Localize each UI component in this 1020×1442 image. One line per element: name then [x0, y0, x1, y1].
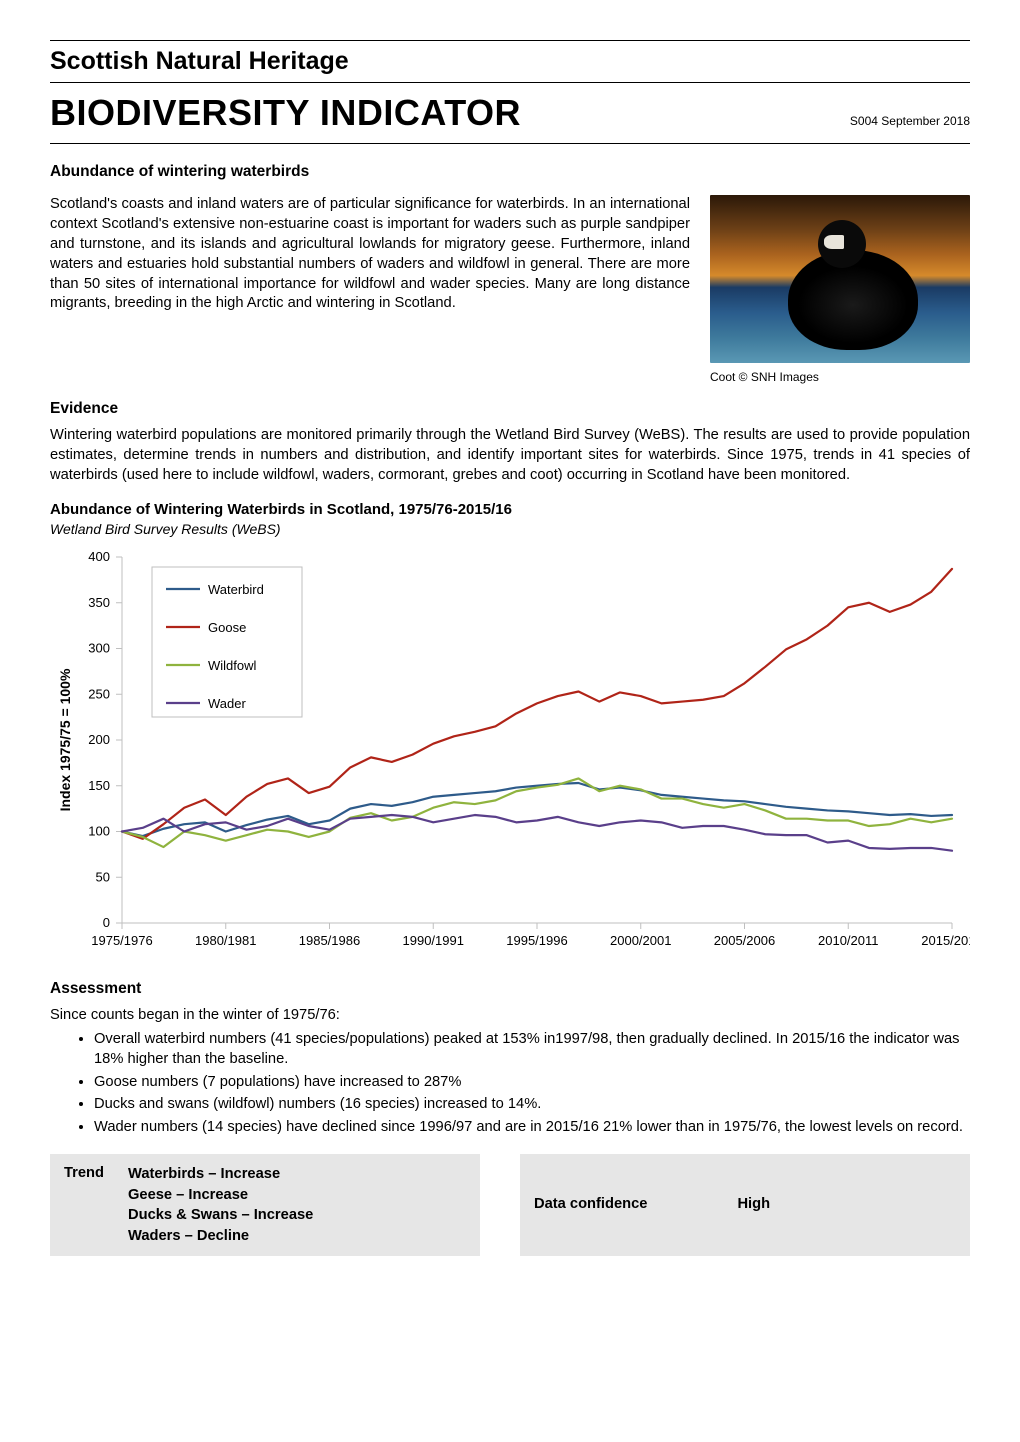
- summary-row: Trend Waterbirds – IncreaseGeese – Incre…: [50, 1154, 970, 1256]
- svg-text:1985/1986: 1985/1986: [299, 933, 360, 948]
- summary-gap: [480, 1154, 520, 1256]
- svg-text:300: 300: [88, 641, 110, 656]
- svg-text:100: 100: [88, 824, 110, 839]
- svg-text:2015/2016: 2015/2016: [921, 933, 970, 948]
- trend-item: Geese – Increase: [128, 1185, 313, 1206]
- coot-beak-shape: [824, 235, 844, 249]
- org-row: Scottish Natural Heritage: [50, 43, 970, 83]
- image-caption: Coot © SNH Images: [710, 369, 970, 385]
- svg-text:1990/1991: 1990/1991: [403, 933, 464, 948]
- assessment-bullet: Goose numbers (7 populations) have incre…: [94, 1073, 970, 1093]
- svg-text:200: 200: [88, 732, 110, 747]
- chart-svg: 0 50 100 150 200 250 300 350 400 1975/1976 1980/19…: [50, 545, 970, 965]
- trend-item: Waders – Decline: [128, 1226, 313, 1247]
- confidence-label: Data confidence: [534, 1195, 647, 1215]
- svg-text:Index 1975/75 = 100%: Index 1975/75 = 100%: [57, 668, 73, 811]
- confidence-value: High: [737, 1195, 770, 1215]
- evidence-text: Wintering waterbird populations are moni…: [50, 426, 970, 486]
- svg-text:2010/2011: 2010/2011: [818, 933, 879, 948]
- svg-text:1975/1976: 1975/1976: [91, 933, 152, 948]
- svg-text:1995/1996: 1995/1996: [506, 933, 567, 948]
- org-name: Scottish Natural Heritage: [50, 45, 349, 79]
- svg-text:50: 50: [96, 869, 110, 884]
- intro-image-block: Coot © SNH Images: [710, 195, 970, 385]
- subtitle: Abundance of wintering waterbirds: [50, 162, 970, 183]
- svg-text:Waterbird: Waterbird: [208, 582, 264, 597]
- svg-text:350: 350: [88, 595, 110, 610]
- svg-text:Wader: Wader: [208, 696, 246, 711]
- svg-text:250: 250: [88, 686, 110, 701]
- intro-row: Scotland's coasts and inland waters are …: [50, 195, 970, 385]
- assessment-bullets: Overall waterbird numbers (41 species/po…: [94, 1030, 970, 1138]
- svg-text:Wildfowl: Wildfowl: [208, 658, 257, 673]
- svg-text:0: 0: [103, 915, 110, 930]
- rule-top: [50, 40, 970, 41]
- doc-date-code: S004 September 2018: [850, 113, 970, 129]
- intro-text: Scotland's coasts and inland waters are …: [50, 195, 690, 385]
- trend-box: Trend Waterbirds – IncreaseGeese – Incre…: [50, 1154, 480, 1256]
- assessment-head: Assessment: [50, 979, 970, 1000]
- assessment-block: Assessment Since counts began in the win…: [50, 979, 970, 1138]
- assessment-bullet: Ducks and swans (wildfowl) numbers (16 s…: [94, 1095, 970, 1115]
- trend-item: Ducks & Swans – Increase: [128, 1205, 313, 1226]
- evidence-head: Evidence: [50, 399, 970, 420]
- assessment-bullet: Overall waterbird numbers (41 species/po…: [94, 1030, 970, 1070]
- trend-label: Trend: [64, 1164, 104, 1246]
- svg-text:400: 400: [88, 549, 110, 564]
- svg-text:Goose: Goose: [208, 620, 246, 635]
- coot-image: [710, 195, 970, 363]
- abundance-chart: 0 50 100 150 200 250 300 350 400 1975/1976 1980/19…: [50, 545, 970, 965]
- svg-text:2000/2001: 2000/2001: [610, 933, 671, 948]
- trend-items: Waterbirds – IncreaseGeese – IncreaseDuc…: [128, 1164, 313, 1246]
- svg-text:1980/1981: 1980/1981: [195, 933, 256, 948]
- svg-text:2005/2006: 2005/2006: [714, 933, 775, 948]
- chart-title: Abundance of Wintering Waterbirds in Sco…: [50, 500, 970, 520]
- chart-subtitle: Wetland Bird Survey Results (WeBS): [50, 520, 970, 539]
- title-row: BIODIVERSITY INDICATOR S004 September 20…: [50, 83, 970, 145]
- page-title: BIODIVERSITY INDICATOR: [50, 89, 850, 138]
- assessment-lead: Since counts began in the winter of 1975…: [50, 1006, 970, 1026]
- svg-text:150: 150: [88, 778, 110, 793]
- trend-item: Waterbirds – Increase: [128, 1164, 313, 1185]
- assessment-bullet: Wader numbers (14 species) have declined…: [94, 1118, 970, 1138]
- confidence-box: Data confidence High: [520, 1154, 970, 1256]
